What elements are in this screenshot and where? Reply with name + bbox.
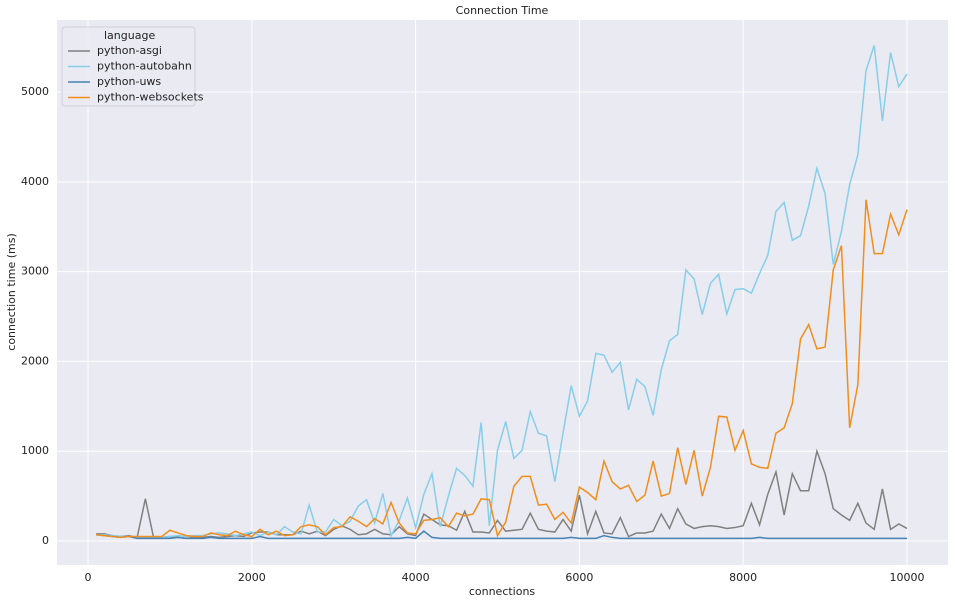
y-tick-label: 4000 <box>21 175 49 188</box>
plot-area <box>57 20 948 565</box>
series-line <box>96 199 908 539</box>
legend-label: python-websockets <box>97 91 204 104</box>
legend-label: python-asgi <box>97 44 162 57</box>
x-tick-label: 8000 <box>729 571 757 584</box>
legend-title: language <box>104 29 155 42</box>
x-tick-label: 6000 <box>565 571 593 584</box>
x-tick-label: 2000 <box>238 571 266 584</box>
lines <box>96 45 908 540</box>
y-tick-label: 0 <box>42 534 49 547</box>
y-tick-label: 3000 <box>21 265 49 278</box>
grid <box>57 20 948 565</box>
x-tick-label: 10000 <box>889 571 924 584</box>
series-line <box>96 448 908 540</box>
chart-title: Connection Time <box>456 4 549 17</box>
legend-label: python-uws <box>97 75 161 88</box>
x-tick-label: 0 <box>85 571 92 584</box>
legend-box <box>61 26 196 107</box>
y-tick-label: 2000 <box>21 354 49 367</box>
x-axis-label: connections <box>469 585 536 598</box>
series-line <box>96 530 907 540</box>
series-line <box>96 45 908 539</box>
legend-label: python-autobahn <box>97 60 192 73</box>
y-tick-label: 1000 <box>21 444 49 457</box>
legend: language python-asgi python-autobahn python… <box>61 26 204 107</box>
y-axis-label: connection time (ms) <box>5 233 18 350</box>
y-tick-label: 5000 <box>21 85 49 98</box>
x-tick-label: 4000 <box>402 571 430 584</box>
